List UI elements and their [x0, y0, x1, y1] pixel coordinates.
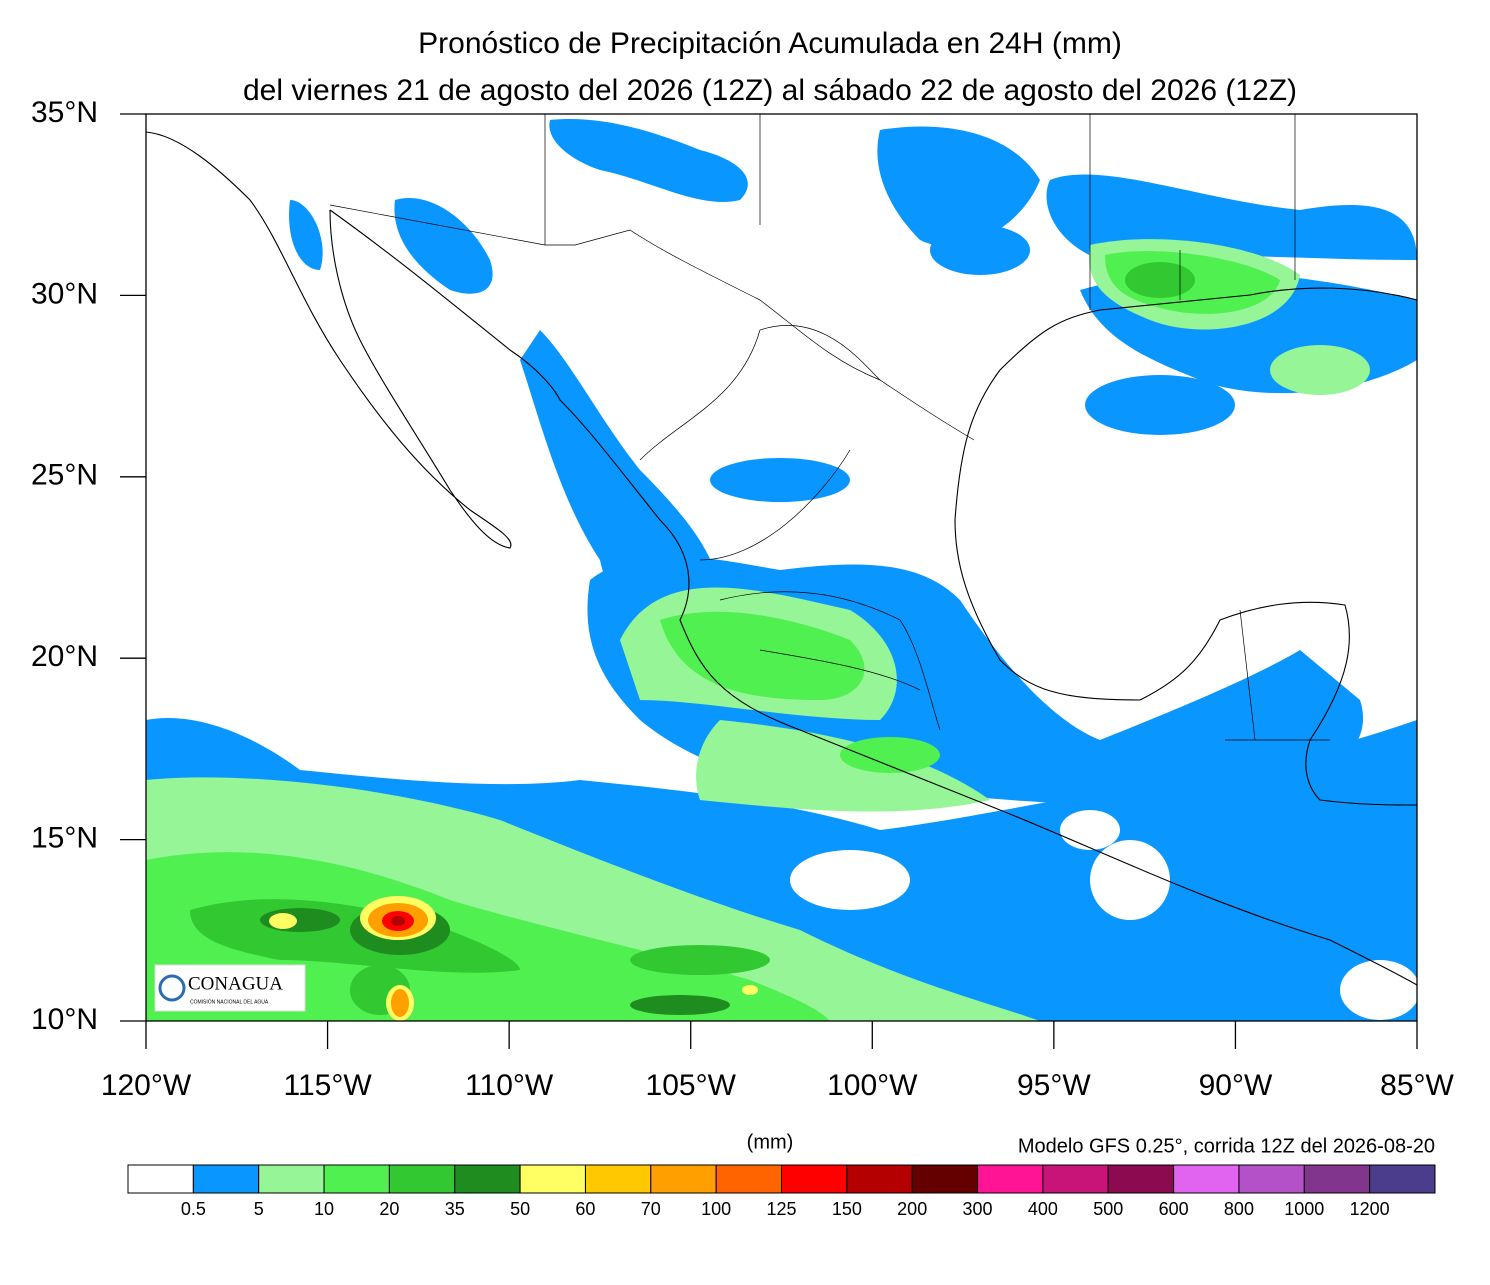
colorbar-box: [388, 1164, 456, 1194]
colorbar-label: 5: [254, 1199, 264, 1219]
colorbar-label: 600: [1159, 1199, 1189, 1219]
colorbar-box: [1107, 1164, 1175, 1194]
precip-area: [1060, 810, 1120, 850]
precip-area: [1340, 960, 1417, 1020]
logo-subtitle: COMISIÓN NACIONAL DEL AGUA: [190, 998, 269, 1005]
y-tick-label: 10°N: [31, 1003, 98, 1036]
title: Pronóstico de Precipitación Acumulada en…: [418, 27, 1122, 60]
colorbar-label: 60: [575, 1199, 595, 1219]
precip-area: [660, 611, 865, 700]
colorbar-box: [323, 1164, 390, 1194]
colorbar-label: 150: [832, 1199, 862, 1219]
colorbar-unit: (mm): [747, 1131, 794, 1153]
coastline: [146, 131, 512, 549]
x-tick-label: 105°W: [646, 1069, 737, 1102]
colorbar-box: [584, 1164, 652, 1194]
precip-area: [630, 995, 730, 1015]
border: [639, 325, 941, 731]
precip-area: [1046, 174, 1417, 260]
precip-area: [269, 913, 297, 929]
coastline: [329, 209, 1417, 986]
colorbar-box: [127, 1164, 194, 1194]
precip-area: [1085, 375, 1235, 435]
colorbar-box: [1042, 1164, 1109, 1194]
colorbar-label: 10: [314, 1199, 334, 1219]
x-tick-label: 110°W: [465, 1069, 554, 1102]
precip-area: [696, 720, 990, 812]
border: [329, 204, 975, 441]
colorbar-box: [1369, 1164, 1436, 1194]
colorbar-label: 125: [766, 1199, 796, 1219]
x-tick-label: 95°W: [1017, 1069, 1091, 1102]
colorbar-label: 70: [641, 1199, 661, 1219]
border: [544, 114, 1330, 741]
colorbar-box: [977, 1164, 1044, 1194]
precip-area: [630, 945, 770, 975]
colorbar-box: [650, 1164, 717, 1194]
precip-area: [877, 126, 1040, 247]
colorbar-box: [846, 1164, 913, 1194]
colorbar-box: [1303, 1164, 1371, 1194]
logo-icon: [158, 974, 186, 1002]
y-tick-label: 20°N: [31, 640, 98, 673]
colorbar-box: [1173, 1164, 1240, 1194]
precip-area: [146, 852, 830, 1021]
precip-area: [930, 225, 1030, 275]
precip-area: [710, 458, 850, 502]
coastline: [954, 287, 1417, 806]
precip-area: [1270, 345, 1370, 395]
y-tick-label: 35°N: [31, 96, 98, 129]
colorbar-box: [911, 1164, 979, 1194]
colorbar-label: 35: [445, 1199, 465, 1219]
y-tick-label: 25°N: [31, 459, 98, 492]
precip-area: [840, 737, 940, 773]
precip-area: [549, 119, 748, 203]
logo: CONAGUA COMISIÓN NACIONAL DEL AGUA: [154, 964, 306, 1012]
x-tick-label: 90°W: [1199, 1069, 1273, 1102]
logo-box: [154, 964, 306, 1012]
colorbar-label: 500: [1093, 1199, 1123, 1219]
precip-area: [391, 916, 405, 926]
precip-area: [394, 198, 493, 294]
precip-area: [289, 200, 323, 270]
colorbar-label: 300: [963, 1199, 993, 1219]
colorbar-box: [781, 1164, 848, 1194]
subtitle: del viernes 21 de agosto del 2026 (12Z) …: [243, 74, 1297, 107]
colorbar-label: 20: [379, 1199, 399, 1219]
colorbar-label: 200: [897, 1199, 927, 1219]
colorbar-box: [519, 1164, 586, 1194]
colorbar-label: 400: [1028, 1199, 1058, 1219]
y-tick-label: 30°N: [31, 277, 98, 310]
precip-area: [742, 985, 758, 995]
coastlines: [146, 114, 1417, 986]
colorbar-label: 1200: [1350, 1199, 1390, 1219]
model-note: Modelo GFS 0.25°, corrida 12Z del 2026-0…: [1018, 1135, 1435, 1157]
x-tick-label: 100°W: [827, 1069, 918, 1102]
colorbar-label: 1000: [1284, 1199, 1324, 1219]
precip-area: [1125, 262, 1195, 298]
y-tick-label: 15°N: [31, 822, 98, 855]
colorbar-label: 800: [1224, 1199, 1254, 1219]
colorbar-box: [1238, 1164, 1305, 1194]
x-tick-label: 115°W: [284, 1069, 373, 1102]
colorbar-label: 50: [510, 1199, 530, 1219]
colorbar-label: 0.5: [181, 1199, 206, 1219]
map-frame: [145, 113, 1418, 1022]
x-tick-label: 120°W: [101, 1069, 192, 1102]
colorbar-label: 100: [701, 1199, 731, 1219]
x-tick-label: 85°W: [1380, 1069, 1454, 1102]
precip-area: [790, 850, 910, 910]
colorbar-box: [715, 1164, 783, 1194]
precipitation-field: [146, 119, 1417, 1021]
logo-name: CONAGUA: [188, 973, 283, 994]
colorbar-box: [258, 1164, 325, 1194]
colorbar-box: [192, 1164, 260, 1194]
precip-area: [1090, 840, 1170, 920]
colorbar-box: [454, 1164, 521, 1194]
precip-area: [391, 989, 409, 1017]
